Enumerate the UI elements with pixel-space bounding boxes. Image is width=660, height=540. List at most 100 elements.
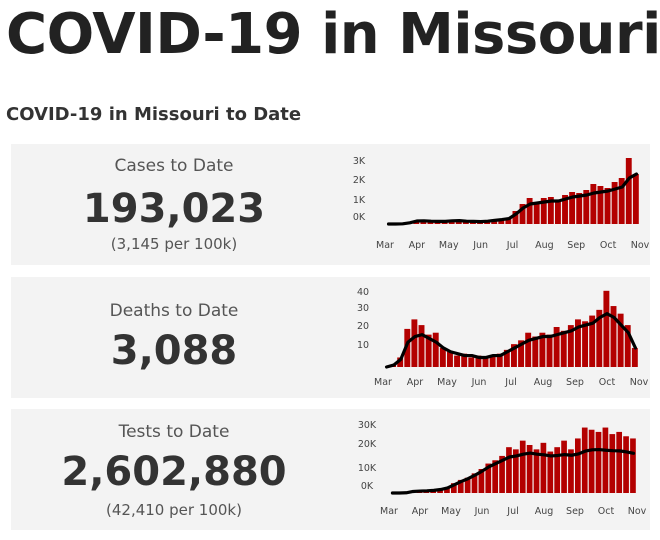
x-tick-label: Aug xyxy=(534,377,553,388)
x-tick-label: Jul xyxy=(506,240,518,251)
daily-bar xyxy=(485,463,492,493)
y-tick-label: 20K xyxy=(358,439,377,450)
daily-bar xyxy=(468,357,475,367)
daily-bar xyxy=(625,158,632,224)
daily-bar xyxy=(546,334,553,367)
daily-bar xyxy=(457,479,464,493)
x-tick-label: Sep xyxy=(567,240,585,251)
x-tick-label: Oct xyxy=(598,506,615,517)
y-tick-label: 40 xyxy=(357,287,369,298)
daily-bar xyxy=(575,438,581,493)
x-tick-label: Jul xyxy=(504,377,516,388)
deaths-sparkline-chart: 40 30 20 10 Mar Apr May Jun Jul Aug Sep Oct Nov xyxy=(357,287,649,388)
daily-bar xyxy=(590,184,597,224)
daily-bar xyxy=(575,319,581,367)
daily-bar xyxy=(547,451,554,493)
x-tick-label: May xyxy=(441,506,461,517)
y-tick-label: 30K xyxy=(358,420,377,431)
cases-sparkline-chart: 3K 2K 1K 0K Mar Apr May Jun Jul Aug Sep Oct Nov xyxy=(353,156,650,251)
x-tick-label: Nov xyxy=(631,240,650,251)
daily-bar xyxy=(554,447,561,493)
daily-bar xyxy=(519,204,526,224)
x-tick-label: Sep xyxy=(566,377,584,388)
daily-bar xyxy=(623,436,629,493)
daily-bar xyxy=(432,332,439,367)
x-tick-label: Aug xyxy=(535,506,554,517)
daily-bar xyxy=(611,182,618,224)
daily-bar xyxy=(539,332,546,367)
cases-label: Cases to Date xyxy=(114,156,234,176)
tests-card: Tests to Date 2,602,880 (42,410 per 100k… xyxy=(11,409,650,530)
daily-bar xyxy=(597,186,604,224)
daily-bar xyxy=(547,197,554,224)
daily-bar xyxy=(582,321,589,367)
y-tick-label: 30 xyxy=(357,303,369,314)
x-tick-label: Aug xyxy=(535,240,554,251)
daily-bar xyxy=(489,355,496,367)
daily-bar xyxy=(471,473,478,493)
daily-bar xyxy=(602,427,609,493)
daily-bar xyxy=(562,195,568,224)
daily-bar xyxy=(532,336,539,367)
x-tick-label: Nov xyxy=(630,377,649,388)
tests-sparkline-chart: 30K 20K 10K 0K Mar Apr May Jun Jul Aug Sep Oct Nov xyxy=(358,420,647,517)
deaths-value: 3,088 xyxy=(110,328,238,374)
daily-bar xyxy=(576,193,583,224)
daily-bar xyxy=(464,477,471,493)
y-tick-label: 2K xyxy=(353,175,366,186)
daily-bar xyxy=(447,351,453,367)
daily-bar xyxy=(461,353,468,367)
daily-bar xyxy=(555,200,561,224)
daily-bar xyxy=(533,202,540,224)
daily-bar xyxy=(631,347,638,367)
daily-bar xyxy=(540,442,547,493)
daily-bar xyxy=(513,449,519,493)
daily-bar xyxy=(589,315,596,367)
x-tick-label: May xyxy=(439,240,459,251)
daily-bar xyxy=(475,355,482,367)
daily-bar xyxy=(561,440,567,493)
daily-bar xyxy=(526,445,533,493)
daily-bar xyxy=(418,325,425,367)
tests-stat: Tests to Date 2,602,880 (42,410 per 100k… xyxy=(11,409,337,530)
y-tick-label: 3K xyxy=(353,156,366,167)
x-tick-label: Mar xyxy=(376,240,394,251)
x-tick-label: Mar xyxy=(380,506,398,517)
daily-bar xyxy=(609,434,616,493)
tests-value: 2,602,880 xyxy=(61,449,287,495)
daily-bar xyxy=(478,469,485,493)
daily-bar xyxy=(404,328,411,367)
cases-per-100k: (3,145 per 100k) xyxy=(110,235,238,253)
deaths-card: Deaths to Date 3,088 40 30 20 10 Mar Apr May Ju… xyxy=(11,277,650,398)
x-tick-label: Oct xyxy=(600,240,617,251)
y-tick-label: 0K xyxy=(361,481,374,492)
daily-bar xyxy=(595,431,602,493)
average-line xyxy=(390,447,636,495)
daily-bar xyxy=(581,427,588,493)
daily-bar xyxy=(498,219,505,224)
cases-value: 193,023 xyxy=(82,186,266,232)
x-tick-label: Oct xyxy=(599,377,616,388)
daily-bar xyxy=(518,340,525,367)
daily-bar xyxy=(505,218,512,224)
section-title: COVID-19 in Missouri to Date xyxy=(6,104,302,125)
daily-bar xyxy=(610,306,617,367)
daily-bar xyxy=(569,192,576,224)
cases-stat: Cases to Date 193,023 (3,145 per 100k) xyxy=(11,144,337,265)
average-line xyxy=(384,312,638,369)
daily-bar xyxy=(630,438,636,493)
daily-bar xyxy=(560,330,567,367)
y-tick-label: 10 xyxy=(357,340,369,351)
x-tick-label: Apr xyxy=(407,377,424,388)
average-line xyxy=(386,172,639,226)
deaths-stat: Deaths to Date 3,088 xyxy=(11,277,337,398)
x-tick-label: Sep xyxy=(566,506,584,517)
daily-bar xyxy=(616,431,623,493)
x-tick-label: Jun xyxy=(471,377,487,388)
daily-bar xyxy=(540,198,547,224)
daily-bar xyxy=(603,290,610,367)
daily-bar xyxy=(425,334,432,367)
x-tick-label: Apr xyxy=(409,240,426,251)
tests-per-100k: (42,410 per 100k) xyxy=(106,501,242,519)
daily-bar xyxy=(444,487,450,493)
